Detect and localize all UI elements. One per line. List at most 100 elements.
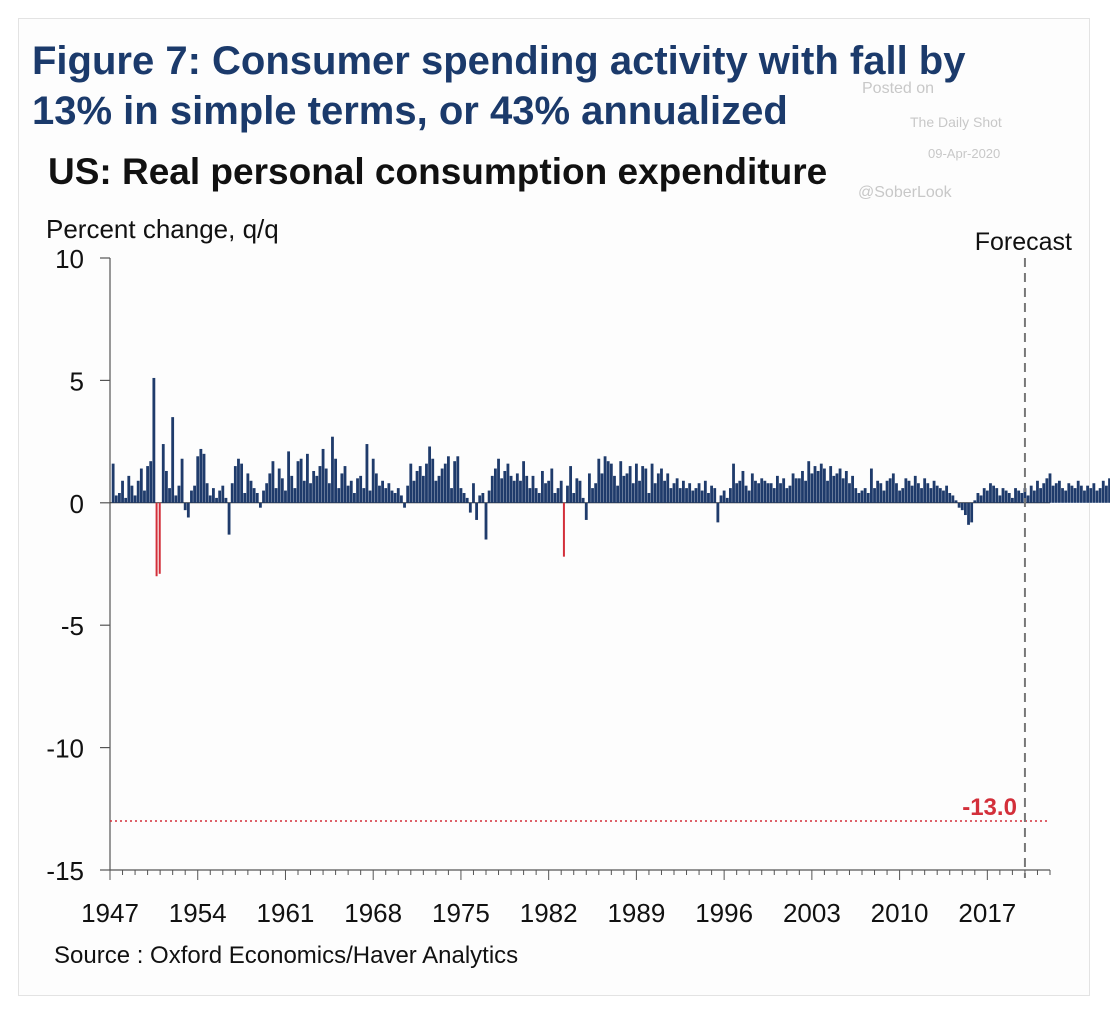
bar	[327, 483, 331, 503]
bar	[1051, 485, 1055, 503]
bar	[979, 495, 983, 503]
bar	[240, 463, 244, 503]
bar	[186, 502, 190, 518]
bar	[960, 502, 964, 511]
bar	[1032, 490, 1036, 503]
bar	[428, 446, 432, 503]
bar	[274, 488, 278, 503]
y-tick-label: 0	[70, 489, 84, 519]
bar	[782, 478, 786, 503]
bar	[785, 488, 789, 503]
bar	[293, 488, 297, 503]
bar	[876, 480, 880, 503]
bar	[1101, 480, 1105, 503]
bar	[992, 485, 996, 503]
bar	[788, 485, 792, 503]
bar	[487, 490, 491, 503]
bar	[656, 473, 660, 503]
bar	[509, 475, 513, 503]
bar	[754, 480, 757, 503]
bar	[970, 502, 974, 523]
bar	[121, 480, 124, 503]
bar	[506, 463, 510, 503]
bar	[888, 478, 892, 503]
bar	[224, 497, 228, 503]
bar	[675, 478, 679, 503]
bar	[829, 466, 833, 503]
bar	[663, 480, 667, 503]
bar	[296, 461, 300, 503]
x-tick-label: 1975	[432, 898, 490, 928]
x-tick-label: 1982	[520, 898, 578, 928]
bar	[634, 463, 638, 503]
bar	[537, 493, 541, 503]
bar	[869, 468, 873, 503]
bar	[913, 475, 917, 503]
bar	[707, 493, 710, 503]
bar	[183, 502, 187, 511]
bar	[995, 488, 999, 503]
bar	[431, 458, 435, 503]
bar	[331, 436, 334, 503]
bar	[747, 490, 751, 503]
bar	[628, 466, 632, 503]
y-tick-label: -5	[61, 611, 84, 641]
bar	[597, 458, 601, 503]
bar	[472, 483, 475, 503]
watermark-date: 09-Apr-2020	[928, 146, 1001, 161]
bar	[249, 480, 253, 503]
bar-highlight	[158, 502, 161, 574]
bar	[1014, 488, 1017, 503]
bar	[1098, 488, 1102, 503]
bar	[910, 485, 914, 503]
x-tick-label: 1954	[169, 898, 227, 928]
bar	[575, 478, 579, 503]
bar	[716, 502, 720, 523]
bar	[948, 493, 952, 503]
bar	[566, 485, 569, 503]
bar	[666, 473, 670, 503]
bar	[421, 475, 425, 503]
bar	[672, 483, 676, 503]
bar	[1029, 485, 1033, 503]
bar	[202, 453, 206, 503]
bar	[1007, 493, 1011, 503]
bar	[265, 483, 269, 503]
bar	[904, 478, 908, 503]
bar	[252, 488, 256, 503]
bar	[744, 485, 748, 503]
x-tick-label: 1968	[344, 898, 402, 928]
bar	[221, 485, 225, 503]
bar	[356, 478, 359, 503]
bar	[365, 444, 369, 503]
bar	[1057, 480, 1061, 503]
bar	[644, 468, 648, 503]
bar	[133, 495, 137, 503]
bar	[691, 490, 695, 503]
bar	[622, 475, 626, 503]
bar	[271, 461, 275, 503]
bar	[985, 490, 989, 503]
bar	[750, 473, 754, 503]
bar	[1026, 495, 1030, 503]
bar	[713, 488, 717, 503]
x-tick-label: 1961	[257, 898, 315, 928]
bar	[882, 490, 886, 503]
bar	[779, 483, 782, 503]
bar	[945, 485, 949, 503]
bar	[857, 493, 861, 503]
bar	[437, 475, 441, 503]
bar	[522, 461, 526, 503]
bar	[810, 473, 814, 503]
bar	[929, 488, 933, 503]
bar	[387, 483, 391, 503]
bar	[732, 463, 735, 503]
bar	[688, 483, 692, 503]
bar	[484, 502, 488, 540]
bar	[669, 488, 673, 503]
bar	[528, 488, 532, 503]
bar	[854, 488, 858, 503]
bar	[290, 475, 294, 503]
bar	[650, 463, 654, 503]
bar	[544, 483, 547, 503]
